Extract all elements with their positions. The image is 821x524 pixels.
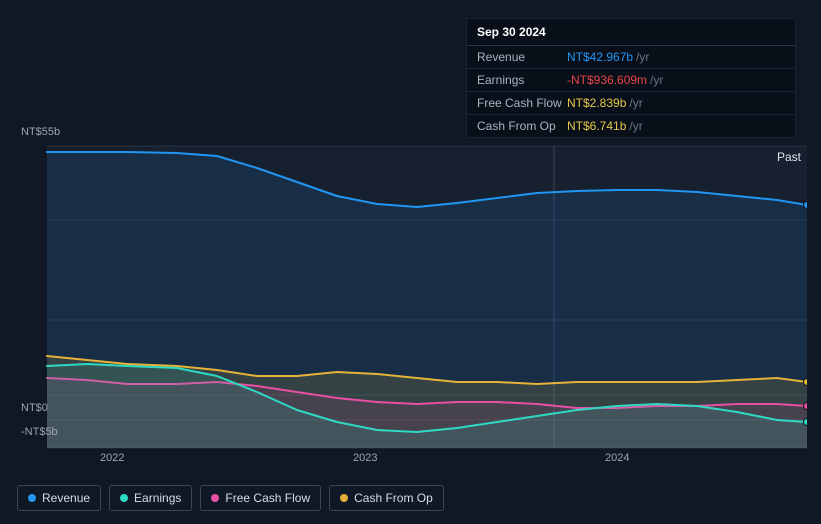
tooltip-row-label: Earnings — [477, 73, 567, 87]
legend-item[interactable]: Cash From Op — [329, 485, 444, 511]
legend-dot-icon — [120, 494, 128, 502]
past-label: Past — [777, 150, 801, 164]
tooltip-row-label: Free Cash Flow — [477, 96, 567, 110]
tooltip-row-suffix: /yr — [636, 50, 649, 64]
y-axis-label: -NT$5b — [21, 426, 58, 438]
financial-chart: NT$55b NT$0 -NT$5b 2022 2023 2024 Past — [17, 120, 807, 470]
tooltip-row-value: -NT$936.609m/yr — [567, 73, 785, 87]
tooltip-row-suffix: /yr — [629, 96, 642, 110]
tooltip-row: RevenueNT$42.967b/yr — [467, 46, 795, 69]
tooltip-date: Sep 30 2024 — [467, 19, 795, 46]
y-axis-label: NT$55b — [21, 126, 60, 138]
legend-dot-icon — [211, 494, 219, 502]
legend-item[interactable]: Free Cash Flow — [200, 485, 321, 511]
chart-legend: Revenue Earnings Free Cash Flow Cash From O… — [17, 485, 444, 511]
tooltip-row: Free Cash FlowNT$2.839b/yr — [467, 92, 795, 115]
x-axis-label: 2024 — [605, 452, 629, 464]
chart-svg — [17, 120, 807, 470]
legend-dot-icon — [28, 494, 36, 502]
x-axis-label: 2023 — [353, 452, 377, 464]
tooltip-row-value: NT$42.967b/yr — [567, 50, 785, 64]
legend-item[interactable]: Revenue — [17, 485, 101, 511]
legend-label: Earnings — [134, 491, 181, 505]
tooltip-row-value: NT$2.839b/yr — [567, 96, 785, 110]
x-axis-label: 2022 — [100, 452, 124, 464]
legend-label: Revenue — [42, 491, 90, 505]
tooltip-row: Earnings-NT$936.609m/yr — [467, 69, 795, 92]
tooltip-row-suffix: /yr — [650, 73, 663, 87]
legend-item[interactable]: Earnings — [109, 485, 192, 511]
tooltip-row-label: Revenue — [477, 50, 567, 64]
y-axis-label: NT$0 — [21, 402, 48, 414]
legend-label: Free Cash Flow — [225, 491, 310, 505]
legend-label: Cash From Op — [354, 491, 433, 505]
legend-dot-icon — [340, 494, 348, 502]
